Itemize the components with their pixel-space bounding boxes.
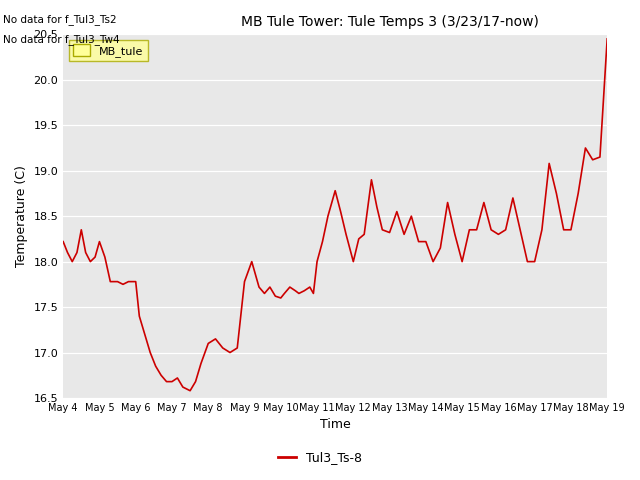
X-axis label: Time: Time bbox=[320, 419, 351, 432]
Text: No data for f_Tul3_Ts2: No data for f_Tul3_Ts2 bbox=[3, 14, 117, 25]
Title: MB Tule Tower: Tule Temps 3 (3/23/17-now): MB Tule Tower: Tule Temps 3 (3/23/17-now… bbox=[241, 15, 538, 29]
Text: No data for f_Tul3_Tw4: No data for f_Tul3_Tw4 bbox=[3, 34, 120, 45]
Legend: Tul3_Ts-8: Tul3_Ts-8 bbox=[273, 446, 367, 469]
Y-axis label: Temperature (C): Temperature (C) bbox=[15, 165, 28, 267]
Legend: MB_tule: MB_tule bbox=[68, 40, 148, 61]
